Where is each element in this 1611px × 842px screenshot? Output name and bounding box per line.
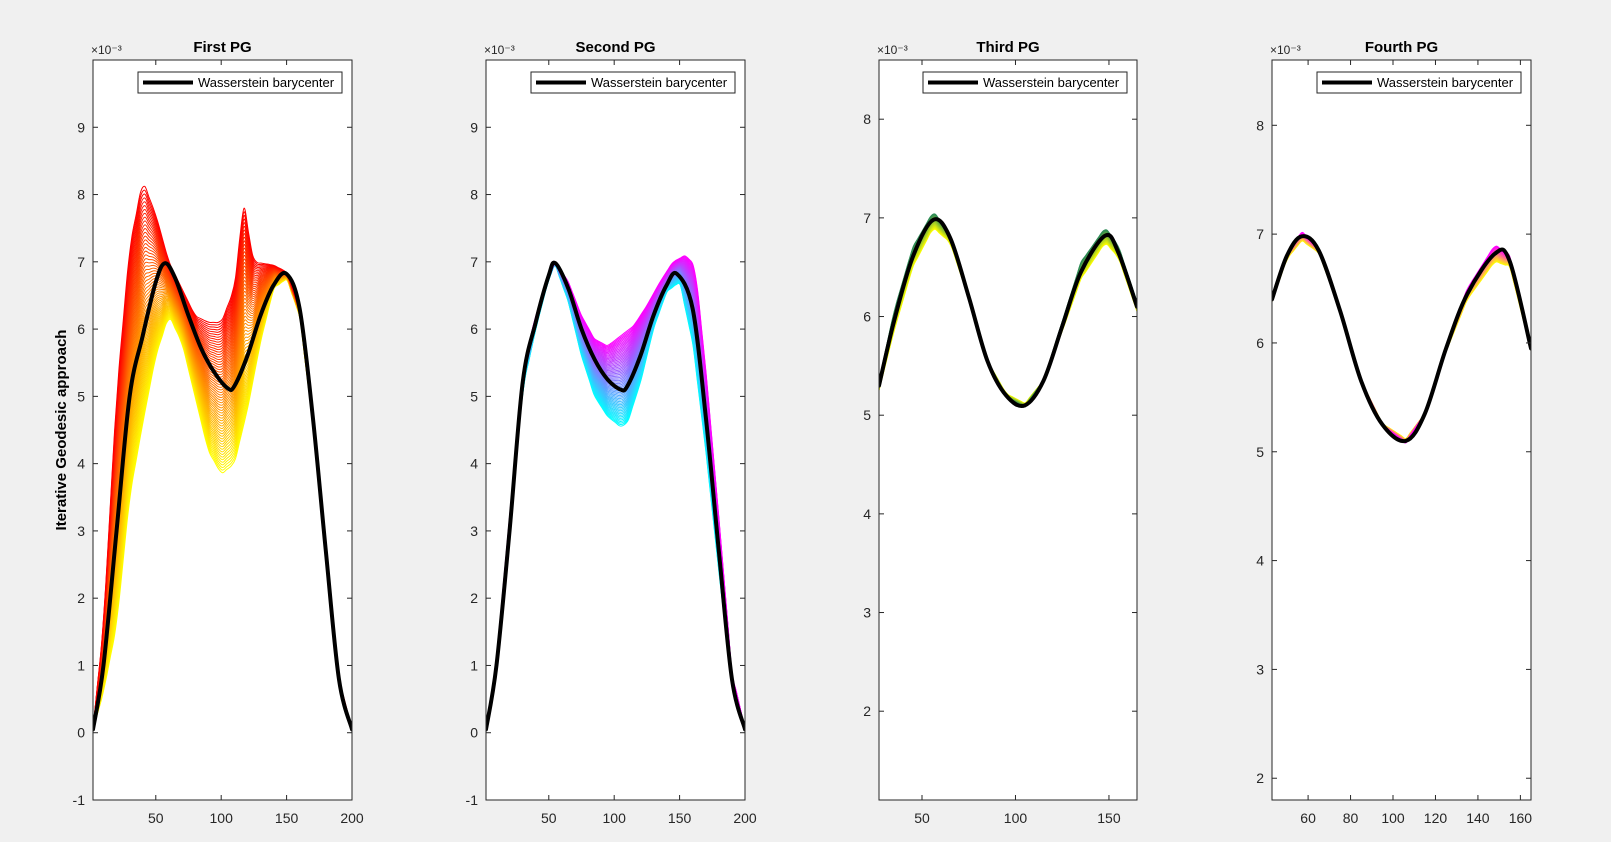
- y-tick-label: 7: [863, 210, 871, 226]
- y-tick-label: 1: [470, 657, 478, 673]
- subplot-title: First PG: [193, 39, 251, 56]
- barycenter-line: [879, 217, 1137, 408]
- x-tick-label: 80: [1343, 810, 1359, 826]
- axes-box: [92, 59, 353, 801]
- y-tick-label: 3: [863, 605, 871, 621]
- axes-box: [1271, 59, 1532, 801]
- barycenter-line: [1272, 234, 1531, 444]
- y-tick-label: 7: [77, 254, 85, 270]
- y-tick-label: 8: [77, 187, 85, 203]
- x-tick-label: 50: [541, 810, 557, 826]
- y-tick-label: 1: [77, 657, 85, 673]
- x-tick-label: 140: [1466, 810, 1490, 826]
- y-tick-label: 4: [863, 506, 871, 522]
- y-tick-label: 2: [1256, 770, 1264, 786]
- legend-label: Wasserstein barycenter: [198, 75, 335, 90]
- x-tick-label: 150: [275, 810, 299, 826]
- x-tick-label: 150: [668, 810, 692, 826]
- subplot-title: Third PG: [976, 39, 1039, 56]
- plot-area: [486, 60, 745, 800]
- legend-box: [922, 71, 1128, 94]
- y-axis-label: Iterative Geodesic approach: [53, 330, 70, 531]
- plot-lines: [486, 255, 745, 732]
- y-exponent-label: ×10⁻³: [1270, 43, 1301, 57]
- x-tick-label: 160: [1509, 810, 1533, 826]
- barycenter-line: [486, 260, 745, 732]
- y-tick-label: 6: [470, 321, 478, 337]
- y-tick-label: 5: [470, 388, 478, 404]
- x-tick-label: 100: [603, 810, 627, 826]
- subplot-title: Fourth PG: [1365, 39, 1438, 56]
- legend-label: Wasserstein barycenter: [591, 75, 728, 90]
- y-tick-label: 3: [77, 523, 85, 539]
- legend-label: Wasserstein barycenter: [1377, 75, 1514, 90]
- axes-box: [485, 59, 746, 801]
- y-tick-label: 7: [470, 254, 478, 270]
- y-tick-label: -1: [466, 792, 479, 808]
- x-tick-label: 120: [1424, 810, 1448, 826]
- legend-box: [137, 71, 343, 94]
- y-tick-label: 3: [1256, 661, 1264, 677]
- subplot-4: 2 3 4 5 6 7 8 60 80 100 120 140 160 ×10⁻³ Fourth PG Was…: [1256, 39, 1532, 826]
- y-tick-label: 6: [863, 309, 871, 325]
- y-tick-label: 5: [1256, 444, 1264, 460]
- y-tick-label: 7: [1256, 226, 1264, 242]
- y-tick-label: -1: [73, 792, 86, 808]
- x-tick-label: 200: [340, 810, 364, 826]
- legend-label: Wasserstein barycenter: [983, 75, 1120, 90]
- y-tick-label: 6: [1256, 335, 1264, 351]
- legend: Wasserstein barycenter: [137, 71, 343, 94]
- y-exponent-label: ×10⁻³: [484, 43, 515, 57]
- y-exponent-label: ×10⁻³: [91, 43, 122, 57]
- legend: Wasserstein barycenter: [530, 71, 736, 94]
- y-tick-label: 3: [470, 523, 478, 539]
- y-tick-label: 0: [77, 725, 85, 741]
- subplot-title: Second PG: [575, 39, 655, 56]
- y-tick-label: 2: [470, 590, 478, 606]
- x-tick-label: 100: [1004, 810, 1028, 826]
- x-tick-label: 50: [148, 810, 164, 826]
- barycenter-line: [93, 261, 352, 732]
- y-tick-label: 2: [863, 703, 871, 719]
- legend-box: [530, 71, 736, 94]
- y-exponent-label: ×10⁻³: [877, 43, 908, 57]
- legend-box: [1316, 71, 1522, 94]
- plot-area: [879, 60, 1137, 800]
- x-tick-label: 60: [1300, 810, 1316, 826]
- subplot-3: 2 3 4 5 6 7 8 50 100 150 ×10⁻³ Third PG Wasserstein …: [863, 39, 1138, 826]
- x-tick-label: 50: [914, 810, 930, 826]
- legend: Wasserstein barycenter: [922, 71, 1128, 94]
- plot-lines: [1272, 231, 1531, 444]
- axes-box: [878, 59, 1138, 801]
- legend: Wasserstein barycenter: [1316, 71, 1522, 94]
- x-tick-label: 200: [733, 810, 757, 826]
- plot-area: [1272, 60, 1531, 800]
- y-tick-label: 5: [77, 388, 85, 404]
- y-tick-label: 0: [470, 725, 478, 741]
- y-tick-label: 9: [470, 119, 478, 135]
- subplot-1: -1 0 1 2 3 4 5 6 7 8 9 50 100 150 200 ×10⁻³ First PG Wass…: [73, 39, 364, 826]
- y-tick-label: 4: [470, 456, 478, 472]
- subplot-2: -1 0 1 2 3 4 5 6 7 8 9 50 100 150 200 ×10⁻³ Second PG Was…: [466, 39, 757, 826]
- y-tick-label: 8: [863, 111, 871, 127]
- x-tick-label: 150: [1097, 810, 1121, 826]
- y-tick-label: 4: [1256, 553, 1264, 569]
- y-tick-label: 8: [1256, 117, 1264, 133]
- y-tick-label: 9: [77, 119, 85, 135]
- plot-lines: [879, 213, 1137, 408]
- y-tick-label: 8: [470, 187, 478, 203]
- x-tick-label: 100: [210, 810, 234, 826]
- y-tick-label: 2: [77, 590, 85, 606]
- x-tick-label: 100: [1381, 810, 1405, 826]
- plot-lines: [93, 185, 352, 732]
- y-tick-label: 6: [77, 321, 85, 337]
- y-tick-label: 4: [77, 456, 85, 472]
- y-tick-label: 5: [863, 407, 871, 423]
